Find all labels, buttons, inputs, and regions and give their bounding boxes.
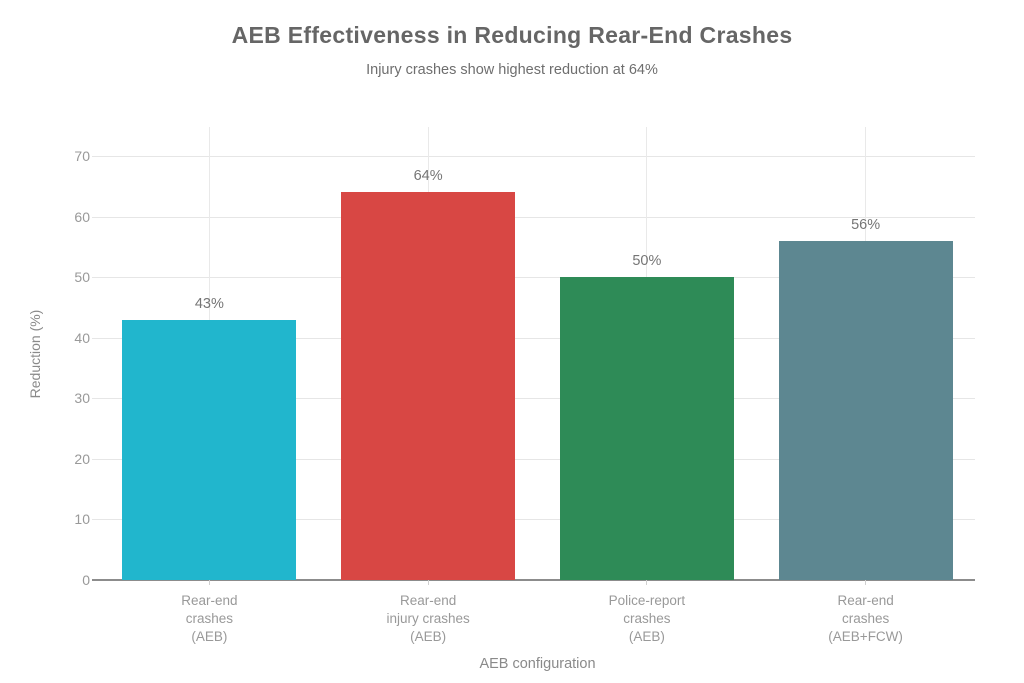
bar-value-label-police-report-crashes-aeb: 50% bbox=[632, 253, 662, 270]
x-category-label-police-report-crashes-aeb: Police-report crashes (AEB) bbox=[608, 593, 686, 644]
y-tick-label-50: 50 bbox=[74, 269, 90, 286]
gridline-y-10 bbox=[92, 519, 975, 521]
gridline-y-30 bbox=[92, 398, 975, 400]
x-category-label-rear-end-crashes-aeb-fcw: Rear-end crashes (AEB+FCW) bbox=[828, 593, 903, 644]
y-tick-label-10: 10 bbox=[74, 511, 90, 528]
y-tick-label-60: 60 bbox=[74, 208, 90, 225]
x-tick-rear-end-injury-crashes-aeb bbox=[427, 580, 429, 585]
bar-police-report-crashes-aeb bbox=[559, 277, 734, 580]
gridline-y-50 bbox=[92, 277, 975, 279]
bar-rear-end-crashes-aeb-fcw bbox=[778, 240, 953, 580]
gridline-y-20 bbox=[92, 458, 975, 460]
x-tick-rear-end-crashes-aeb-fcw bbox=[865, 580, 867, 585]
bar-value-label-rear-end-crashes-aeb-fcw: 56% bbox=[851, 216, 881, 233]
bar-rear-end-injury-crashes-aeb bbox=[341, 192, 516, 580]
x-category-label-rear-end-crashes-aeb: Rear-end crashes (AEB) bbox=[181, 593, 238, 644]
x-axis-title: AEB configuration bbox=[479, 656, 596, 672]
x-tick-rear-end-crashes-aeb bbox=[208, 580, 210, 585]
bar-rear-end-crashes-aeb bbox=[122, 319, 297, 580]
x-category-label-rear-end-injury-crashes-aeb: Rear-end injury crashes (AEB) bbox=[386, 593, 470, 644]
y-tick-label-20: 20 bbox=[74, 450, 90, 467]
gridline-y-40 bbox=[92, 337, 975, 339]
y-tick-label-0: 0 bbox=[82, 572, 90, 588]
y-tick-label-30: 30 bbox=[74, 390, 90, 407]
y-axis-title: Reduction (%) bbox=[27, 309, 43, 399]
y-tick-label-40: 40 bbox=[74, 329, 90, 346]
gridline-y-70 bbox=[92, 156, 975, 157]
y-tick-label-70: 70 bbox=[74, 148, 90, 164]
x-axis-line bbox=[92, 579, 975, 581]
chart-subtitle: Injury crashes show highest reduction at… bbox=[366, 62, 658, 78]
bar-value-label-rear-end-crashes-aeb: 43% bbox=[194, 295, 224, 312]
x-tick-police-report-crashes-aeb bbox=[646, 580, 648, 585]
bar-value-label-rear-end-injury-crashes-aeb: 64% bbox=[413, 168, 443, 185]
plot-area: 0 10 20 30 40 50 60 70 43% Rear-end crashes (AEB) 64… bbox=[74, 127, 975, 644]
gridline-y-60 bbox=[92, 216, 975, 218]
chart-title: AEB Effectiveness in Reducing Rear-End C… bbox=[231, 22, 793, 48]
